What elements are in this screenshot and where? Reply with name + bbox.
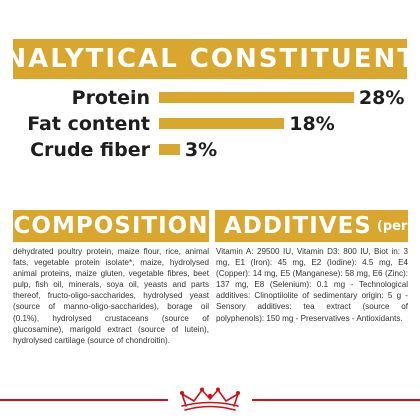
analytical-row-fat: Fat content 18% bbox=[0, 112, 420, 136]
additives-text: Vitamin A: 29500 IU, Vitamin D3: 800 IU,… bbox=[216, 247, 408, 323]
additives-unit: (per kg) bbox=[376, 218, 408, 234]
analytical-constituents-title: ANALYTICAL CONSTITUENTS bbox=[13, 44, 407, 74]
analytical-value-fiber: 3% bbox=[184, 139, 218, 161]
additives-title: ADDITIVES bbox=[224, 213, 372, 239]
composition-title: COMPOSITION bbox=[13, 213, 209, 239]
analytical-bar-fat bbox=[159, 118, 285, 129]
composition-banner: COMPOSITION bbox=[13, 210, 209, 242]
analytical-constituents-banner: ANALYTICAL CONSTITUENTS bbox=[13, 39, 407, 79]
analytical-value-fat: 18% bbox=[289, 113, 335, 135]
analytical-label-fiber: Crude fiber bbox=[30, 139, 150, 161]
additives-banner: ADDITIVES (per kg) bbox=[215, 210, 408, 242]
composition-text: dehydrated poultry protein, maize flour,… bbox=[13, 247, 209, 345]
analytical-value-protein: 28% bbox=[358, 87, 405, 109]
royal-canin-crown-logo-icon bbox=[168, 386, 252, 416]
analytical-bar-fiber bbox=[159, 144, 180, 155]
analytical-row-fiber: Crude fiber 3% bbox=[0, 138, 420, 162]
analytical-row-protein: Protein 28% bbox=[0, 86, 420, 110]
analytical-bar-protein bbox=[159, 92, 354, 103]
analytical-label-fat: Fat content bbox=[27, 113, 150, 135]
analytical-label-protein: Protein bbox=[71, 87, 150, 109]
